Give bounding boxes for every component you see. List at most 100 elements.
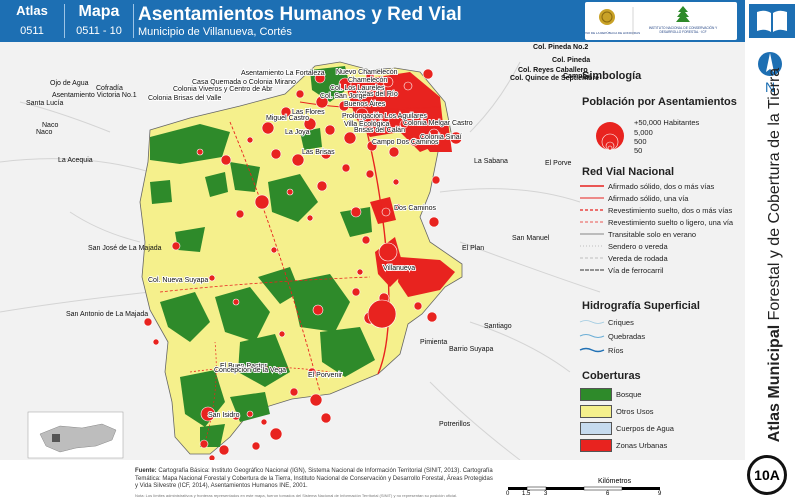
place-label: Colonia Brisas del Valle [148,95,222,102]
place-label: Prolongación Los Aguilares [342,113,427,120]
place-label: Naco [36,129,52,136]
road-type-label: Vía de ferrocarril [608,266,664,275]
place-label: Miguel Castro [266,115,309,122]
place-label: Col. San Jorge [320,93,366,100]
cover-label: Bosque [616,390,642,399]
place-label: Col. Los Laureles [330,85,385,92]
population-size-label: 500 [634,137,647,146]
road-type-label: Revestimiento suelto o ligero, una vía [608,218,734,227]
disclaimer-note: Nota: Los límites administrativos y fron… [135,493,458,498]
population-size-label: 5,000 [634,128,653,137]
mapa-code: 0511 - 10 [76,25,122,37]
atlas-vertical-title: Atlas Municipal Forestal y de Cobertura … [766,68,784,442]
place-label: El Plan [462,245,484,252]
cover-label: Cuerpos de Agua [616,424,674,433]
place-label: San José de La Majada [88,245,162,252]
place-label: El Porvenir [308,372,343,379]
place-label: La Acequia [58,157,93,164]
place-label: Santiago [484,323,512,330]
scale-tick: 9 [658,491,662,497]
map-header: Atlas 0511 Mapa 0511 - 10 Asentamientos … [0,0,745,42]
legend-panel: Simbología Población por Asentamientos +… [572,68,744,458]
scale-bar-graphic [508,486,660,491]
place-label: Nuevo Chamelecón [336,69,398,76]
icf-tree-icon [676,6,690,22]
place-label: Asentamiento Victoria No.1 [52,92,137,99]
scale-tick: 6 [606,491,610,497]
svg-text:DESARROLLO FORESTAL · ICF: DESARROLLO FORESTAL · ICF [659,30,706,34]
place-label: Las Brisas [302,149,335,156]
source-text-block: Fuente: Cartografía Básica: Instituto Ge… [135,468,495,491]
place-label: Campo Dos Caminos [372,139,439,146]
place-label: La Sabana [474,158,508,165]
population-size-label: 50 [634,146,643,155]
atlas-label: Atlas [16,3,48,18]
place-label: Col. Pineda No.2 [533,44,588,51]
atlas-vertical-title-bold: Atlas Municipal [766,324,783,443]
place-label: El Porve [545,160,572,167]
honduras-seal-icon [599,9,615,25]
institution-logos: GOBIERNO DE LA REPÚBLICA DE HONDURAS INS… [574,2,737,40]
mapa-label: Mapa [78,3,120,20]
cover-label: Zonas Urbanas [616,441,668,450]
road-type-label: Revestimiento suelto, dos o más vías [608,206,733,215]
place-label: Ojo de Agua [50,80,89,87]
population-size-symbols [596,122,624,151]
place-label: San Isidro [208,412,240,419]
place-label: Cofradía [96,85,123,92]
place-label: Las Flores [292,109,325,116]
map-title: Asentamientos Humanos y Red Vial [138,4,462,25]
place-label: Concepción de la Vega [214,367,286,374]
place-label: Col. Nueva Suyapa [148,277,208,284]
road-type-label: Vereda de rodada [608,254,668,263]
place-label: Colonia Melgar Castro [403,120,473,127]
hydro-symbols [579,320,605,353]
place-label: Pimienta [420,339,447,346]
scale-tick: 3 [544,491,548,497]
outside-place-labels: Col. Pineda No.2 Col. Pineda Col. Reyes … [26,44,599,428]
legend-hydro-title: Hidrografía Superficial [582,300,700,312]
population-size-label: +50,000 Habitantes [634,118,700,127]
mapa-box: Mapa 0511 - 10 [65,0,133,42]
honduras-inset-map [27,411,124,459]
place-label: Casa Quemada o Colonia Mirano [192,79,296,86]
cover-swatch-other [580,405,612,418]
legend-population-title: Población por Asentamientos [582,96,737,108]
scale-unit: Kilómetros [598,478,632,485]
map-footer: Fuente: Cartografía Básica: Instituto Ge… [0,460,745,500]
place-label: Barrio Suyapa [449,346,493,353]
header-divider [64,4,65,38]
atlas-book-icon [749,4,795,38]
road-type-label: Sendero o vereda [608,242,668,251]
north-arrow-icon: N [758,52,782,95]
urban-zones [345,72,455,297]
place-label: Colonia Sinaí [420,134,462,141]
outside-roads [0,61,601,460]
place-label: Villas del Río [357,91,398,98]
road-type-label: Afirmado sólido, una vía [608,194,689,203]
map-subtitle: Municipio de Villanueva, Cortés [138,26,292,38]
place-label: Asentamiento La Fortaleza [241,70,325,77]
place-label: La Joya [285,129,310,136]
hydro-type-label: Criques [608,318,634,327]
map-number-badge: 10A [747,455,787,495]
place-label: Chamelecón [348,77,387,84]
place-label: Villa Ecológica [344,121,390,128]
hydro-type-label: Ríos [608,346,624,355]
institution-logos-graphic: GOBIERNO DE LA REPÚBLICA DE HONDURAS INS… [574,6,718,35]
scale-tick: 1.5 [522,491,531,497]
cover-label: Otros Usos [616,407,654,416]
legend-roads-title: Red Vial Nacional [582,166,675,178]
hydro-type-label: Quebradas [608,332,646,341]
place-label: Col. Pineda [552,57,590,64]
population-markers [143,68,463,460]
place-label: El Buen Pastor [220,363,267,370]
place-label: Buenos Aires [344,101,386,108]
svg-text:INSTITUTO NACIONAL DE CONSERVA: INSTITUTO NACIONAL DE CONSERVACIÓN Y [649,25,718,30]
scale-bar: Kilómetros 0 1.5 3 6 9 [503,478,678,498]
road-type-label: Afirmado sólido, dos o más vías [608,182,715,191]
place-label: Santa Lucía [26,100,63,107]
inside-place-labels: Asentamiento La Fortaleza Nuevo Chamelec… [147,68,474,420]
legend-cover-title: Coberturas [582,370,641,382]
place-label: Naco [42,122,58,129]
